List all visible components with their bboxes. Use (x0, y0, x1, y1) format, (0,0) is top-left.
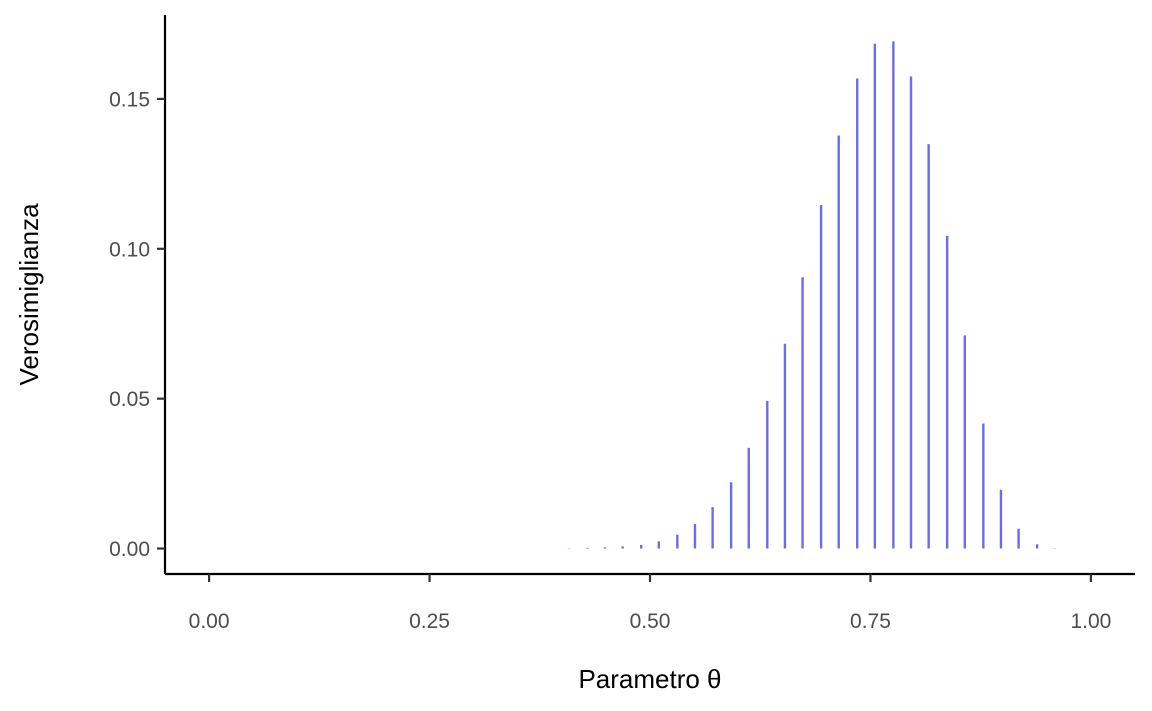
x-tick-label-2: 0.50 (630, 610, 671, 633)
x-tick-label-0: 0.00 (189, 610, 230, 633)
x-ticks-layer: 0.00 0.25 0.50 0.75 1.00 (189, 574, 1111, 633)
bars-layer (567, 41, 1056, 549)
y-tick-label-2: 0.10 (109, 238, 150, 261)
axes-layer (163, 15, 1135, 576)
y-tick-label-1: 0.05 (109, 388, 150, 411)
y-tick-label-0: 0.00 (109, 538, 150, 561)
x-axis-title: Parametro θ (578, 664, 721, 694)
y-ticks-layer: 0.00 0.05 0.10 0.15 (109, 88, 165, 561)
x-tick-label-1: 0.25 (409, 610, 450, 633)
x-tick-label-4: 1.00 (1070, 610, 1111, 633)
y-tick-label-3: 0.15 (109, 88, 150, 111)
x-tick-label-3: 0.75 (850, 610, 891, 633)
y-axis-title: Verosimiglianza (14, 203, 44, 386)
